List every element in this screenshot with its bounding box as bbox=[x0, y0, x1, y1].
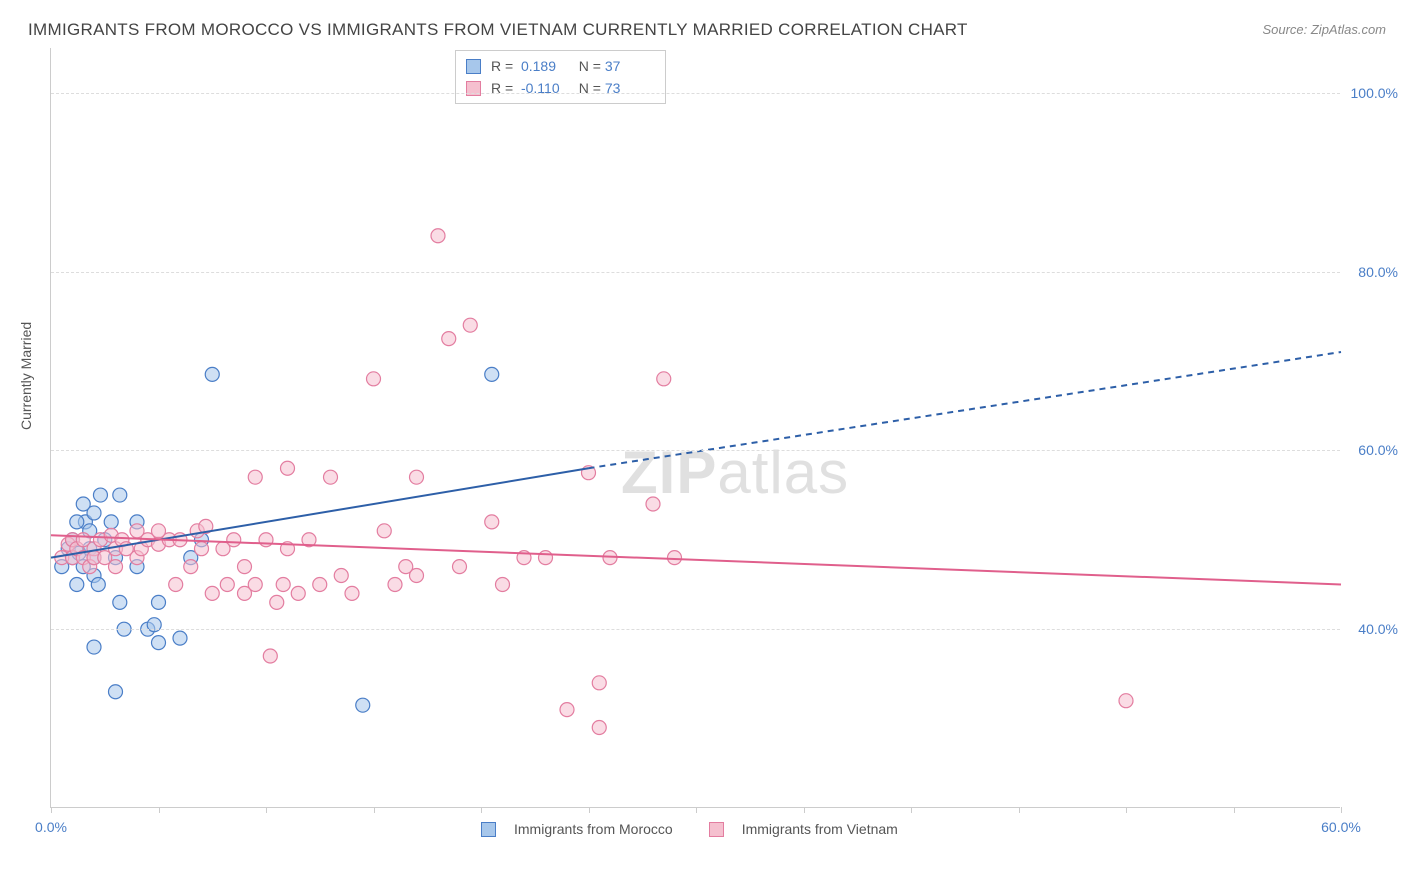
data-point bbox=[109, 560, 123, 574]
x-tick bbox=[481, 807, 482, 813]
x-tick bbox=[696, 807, 697, 813]
data-point bbox=[356, 698, 370, 712]
data-point bbox=[70, 577, 84, 591]
gridline-y bbox=[51, 93, 1340, 94]
data-point bbox=[195, 542, 209, 556]
source-attribution: Source: ZipAtlas.com bbox=[1262, 22, 1386, 37]
x-tick bbox=[159, 807, 160, 813]
data-point bbox=[205, 586, 219, 600]
data-point bbox=[560, 703, 574, 717]
data-point bbox=[104, 515, 118, 529]
data-point bbox=[184, 560, 198, 574]
data-point bbox=[70, 515, 84, 529]
data-point bbox=[173, 631, 187, 645]
gridline-y bbox=[51, 629, 1340, 630]
legend-morocco: Immigrants from Morocco bbox=[481, 821, 673, 837]
data-point bbox=[87, 640, 101, 654]
chart-title: IMMIGRANTS FROM MOROCCO VS IMMIGRANTS FR… bbox=[28, 20, 968, 40]
data-point bbox=[248, 577, 262, 591]
data-point bbox=[324, 470, 338, 484]
gridline-y bbox=[51, 450, 1340, 451]
data-point bbox=[152, 636, 166, 650]
data-point bbox=[592, 721, 606, 735]
data-point bbox=[281, 461, 295, 475]
x-tick bbox=[266, 807, 267, 813]
data-point bbox=[291, 586, 305, 600]
data-point bbox=[313, 577, 327, 591]
data-point bbox=[377, 524, 391, 538]
data-point bbox=[453, 560, 467, 574]
data-point bbox=[410, 470, 424, 484]
data-point bbox=[1119, 694, 1133, 708]
data-point bbox=[592, 676, 606, 690]
trend-line bbox=[51, 468, 589, 557]
data-point bbox=[431, 229, 445, 243]
plot-area: ZIPatlas R = 0.189 N = 37 R = -0.110 N =… bbox=[50, 48, 1340, 808]
data-point bbox=[334, 569, 348, 583]
x-tick bbox=[1126, 807, 1127, 813]
x-tick-label: 0.0% bbox=[35, 819, 67, 835]
data-point bbox=[410, 569, 424, 583]
data-point bbox=[93, 488, 107, 502]
data-point bbox=[388, 577, 402, 591]
x-tick bbox=[1341, 807, 1342, 813]
legend-vietnam: Immigrants from Vietnam bbox=[709, 821, 898, 837]
data-point bbox=[646, 497, 660, 511]
data-point bbox=[367, 372, 381, 386]
gridline-y bbox=[51, 272, 1340, 273]
x-tick-label: 60.0% bbox=[1321, 819, 1361, 835]
y-tick-label: 60.0% bbox=[1358, 442, 1398, 458]
data-point bbox=[345, 586, 359, 600]
data-point bbox=[220, 577, 234, 591]
x-tick bbox=[1234, 807, 1235, 813]
data-point bbox=[263, 649, 277, 663]
y-tick-label: 80.0% bbox=[1358, 264, 1398, 280]
data-point bbox=[463, 318, 477, 332]
data-point bbox=[227, 533, 241, 547]
plot-svg bbox=[51, 48, 1340, 807]
data-point bbox=[152, 595, 166, 609]
data-point bbox=[169, 577, 183, 591]
data-point bbox=[485, 367, 499, 381]
data-point bbox=[657, 372, 671, 386]
data-point bbox=[270, 595, 284, 609]
x-tick bbox=[911, 807, 912, 813]
x-tick bbox=[804, 807, 805, 813]
data-point bbox=[205, 367, 219, 381]
data-point bbox=[668, 551, 682, 565]
y-axis-label: Currently Married bbox=[18, 322, 34, 430]
data-point bbox=[485, 515, 499, 529]
data-point bbox=[248, 470, 262, 484]
data-point bbox=[276, 577, 290, 591]
y-tick-label: 40.0% bbox=[1358, 621, 1398, 637]
legend-vietnam-label: Immigrants from Vietnam bbox=[742, 821, 898, 837]
morocco-swatch-bottom bbox=[481, 822, 496, 837]
data-point bbox=[113, 488, 127, 502]
data-point bbox=[109, 685, 123, 699]
data-point bbox=[238, 560, 252, 574]
data-point bbox=[87, 506, 101, 520]
data-point bbox=[113, 595, 127, 609]
data-point bbox=[539, 551, 553, 565]
data-point bbox=[496, 577, 510, 591]
x-tick bbox=[51, 807, 52, 813]
x-tick bbox=[589, 807, 590, 813]
legend-morocco-label: Immigrants from Morocco bbox=[514, 821, 673, 837]
x-tick bbox=[374, 807, 375, 813]
vietnam-swatch-bottom bbox=[709, 822, 724, 837]
y-tick-label: 100.0% bbox=[1351, 85, 1398, 101]
data-point bbox=[91, 577, 105, 591]
x-tick bbox=[1019, 807, 1020, 813]
data-point bbox=[442, 332, 456, 346]
bottom-legend: Immigrants from Morocco Immigrants from … bbox=[481, 821, 898, 837]
